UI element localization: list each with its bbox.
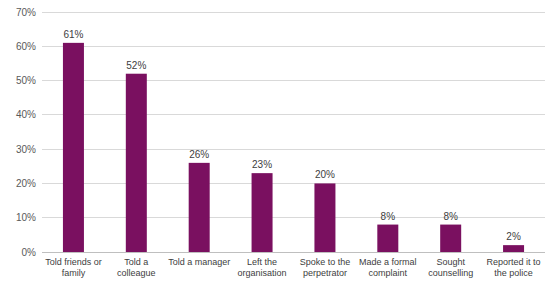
x-tick-label: Told friends orfamily: [45, 257, 102, 278]
grid: [42, 12, 545, 252]
label-line: Made a formal: [359, 257, 417, 267]
grid-line: [42, 80, 545, 81]
bar: [377, 225, 398, 252]
bar: [126, 74, 147, 252]
bar: [314, 183, 335, 252]
label-line: complaint: [369, 268, 408, 278]
grid-line: [42, 114, 545, 115]
x-tick-label: Told acolleague: [117, 257, 156, 278]
x-tick-labels: Told friends orfamilyTold acolleagueTold…: [45, 257, 540, 278]
y-tick-label: 60%: [16, 41, 36, 52]
x-tick-label: Told a manager: [168, 257, 230, 267]
x-tick-label: Reported it tothe police: [487, 257, 541, 278]
label-line: counselling: [428, 268, 473, 278]
data-label: 26%: [189, 149, 209, 160]
label-line: Reported it to: [487, 257, 541, 267]
bar: [252, 173, 273, 252]
label-line: family: [62, 268, 86, 278]
x-tick-label: Spoke to theperpetrator: [300, 257, 351, 278]
chart: 0% 10% 20% 30% 40% 50% 60% 70% 61% 52% 26% 23% 20% 8%…: [0, 0, 550, 287]
data-labels: 61% 52% 26% 23% 20% 8% 8% 2%: [63, 29, 520, 242]
grid-line: [42, 217, 545, 218]
data-label: 20%: [315, 169, 335, 180]
data-label: 61%: [63, 29, 83, 40]
data-label: 2%: [506, 231, 521, 242]
y-tick-label: 40%: [16, 109, 36, 120]
label-line: Sought: [436, 257, 465, 267]
y-tick-label: 70%: [16, 7, 36, 18]
label-line: perpetrator: [303, 268, 347, 278]
data-label: 8%: [443, 211, 458, 222]
y-tick-label: 10%: [16, 212, 36, 223]
y-tick-label: 50%: [16, 75, 36, 86]
grid-line: [42, 12, 545, 13]
label-line: Told friends or: [45, 257, 102, 267]
label-line: organisation: [238, 268, 287, 278]
y-tick-label: 30%: [16, 144, 36, 155]
data-label: 23%: [252, 159, 272, 170]
x-tick-label: Made a formalcomplaint: [359, 257, 417, 278]
label-line: colleague: [117, 268, 156, 278]
y-tick-label: 20%: [16, 178, 36, 189]
grid-line: [42, 149, 545, 150]
bar: [503, 245, 524, 252]
label-line: Spoke to the: [300, 257, 351, 267]
bar: [440, 225, 461, 252]
x-tick-label: Soughtcounselling: [428, 257, 473, 278]
grid-line: [42, 183, 545, 184]
bar: [63, 43, 84, 252]
label-line: Told a: [124, 257, 148, 267]
label-line: Told a manager: [168, 257, 230, 267]
label-line: the police: [494, 268, 533, 278]
grid-line: [42, 46, 545, 47]
bars: [63, 43, 524, 252]
y-tick-label: 0%: [22, 247, 37, 258]
data-label: 52%: [126, 60, 146, 71]
data-label: 8%: [381, 211, 396, 222]
label-line: Left the: [247, 257, 277, 267]
x-tick-label: Left theorganisation: [238, 257, 287, 278]
bar: [189, 163, 210, 252]
grid-line: [42, 252, 545, 253]
